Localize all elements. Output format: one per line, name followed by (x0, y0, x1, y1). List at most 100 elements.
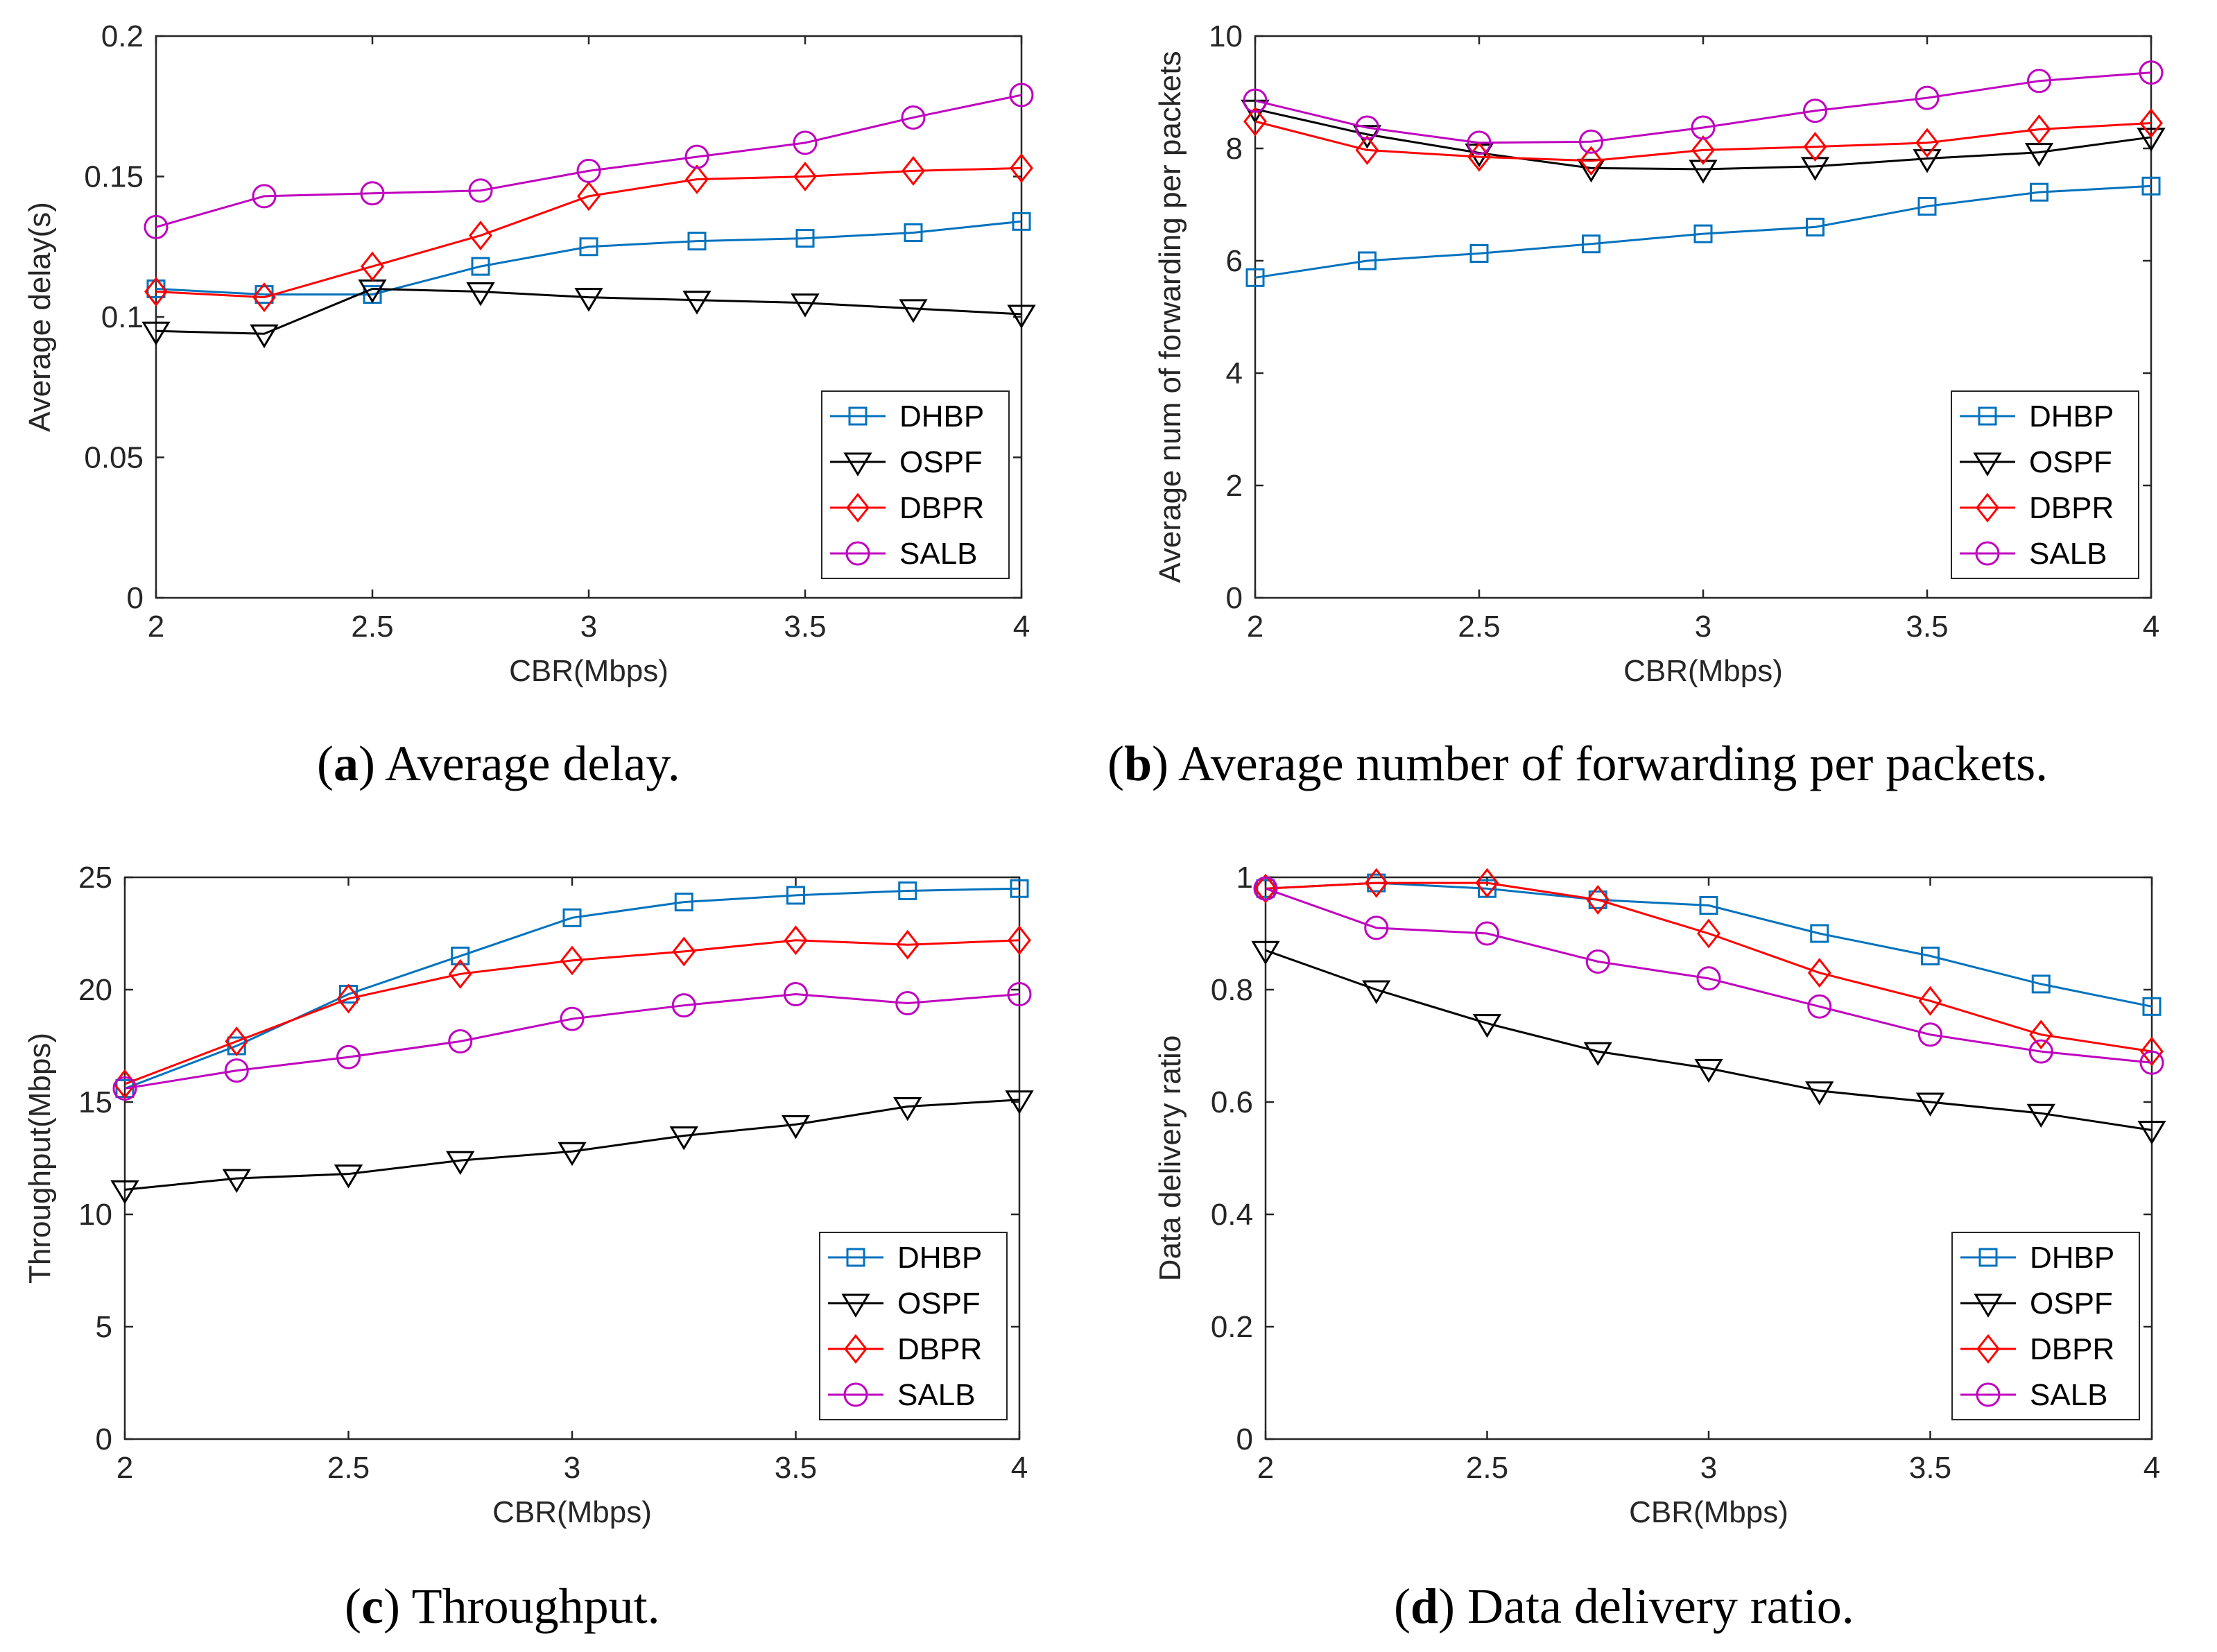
data-point-dhbp (898, 881, 917, 900)
legend-box (819, 1232, 1008, 1420)
caption-d-text: Data delivery ratio. (1467, 1578, 1854, 1634)
data-point-dhbp (2141, 176, 2161, 196)
y-axis-title: Average delay(s) (23, 202, 57, 432)
x-tick-label: 2.5 (351, 610, 393, 644)
y-axis-title: Throughput(Mbps) (23, 1033, 57, 1284)
legend-label-ospf: OSPF (899, 445, 983, 479)
y-tick-label: 8 (1226, 132, 1243, 166)
y-tick-label: 0.2 (1211, 1310, 1253, 1344)
series-salb (1243, 60, 2164, 155)
data-point-salb (1918, 1022, 1942, 1047)
x-tick-label: 2.5 (327, 1451, 370, 1485)
y-tick-label: 10 (1209, 19, 1243, 53)
caption-a-text: Average delay. (385, 736, 680, 791)
data-point-dhbp (451, 946, 470, 965)
series-dbpr (1254, 868, 2164, 1067)
legend-label-dhbp: DHBP (899, 399, 984, 433)
data-point-salb (1007, 981, 1032, 1006)
legend-label-ospf: OSPF (2029, 445, 2112, 479)
data-point-dhbp (1917, 196, 1937, 216)
legend-marker-salb (1975, 541, 2000, 566)
x-tick-label: 2 (117, 1451, 133, 1485)
y-axis-title: Average num of forwarding per packets (1153, 51, 1187, 583)
legend-label-dbpr: DBPR (2029, 491, 2114, 525)
legend-label-salb: SALB (899, 537, 978, 571)
series-line-salb (1254, 71, 2152, 144)
data-point-dhbp (2030, 182, 2048, 202)
legend-label-salb: SALB (2030, 1378, 2108, 1412)
data-point-dbpr (144, 277, 168, 307)
y-tick-label: 25 (78, 861, 112, 895)
data-point-ospf (899, 299, 928, 323)
series-line-dhbp (124, 887, 1020, 1090)
data-point-ospf (574, 288, 603, 312)
data-point-salb (1364, 915, 1389, 940)
data-point-dhbp (795, 229, 815, 248)
y-axis-title: Data delivery ratio (1153, 1035, 1187, 1282)
data-point-dbpr (685, 164, 709, 194)
series-salb (112, 981, 1032, 1101)
series-ospf (110, 1090, 1034, 1205)
data-point-ospf (1362, 980, 1391, 1004)
y-tick-label: 0.4 (1211, 1198, 1253, 1232)
caption-c-text: Throughput. (411, 1578, 660, 1634)
data-point-dhbp (687, 232, 707, 251)
caption-b-text: Average number of forwarding per packets… (1178, 736, 2048, 791)
data-point-dbpr (336, 983, 361, 1014)
x-tick-label: 2.5 (1466, 1451, 1508, 1485)
data-point-dhbp (2031, 974, 2051, 994)
x-tick-label: 2 (1257, 1451, 1274, 1485)
series-salb (1253, 876, 2164, 1075)
data-point-dbpr (672, 936, 696, 967)
legend-marker-dhbp (1978, 406, 1997, 426)
data-point-ospf (466, 282, 495, 307)
series-line-salb (124, 992, 1020, 1090)
caption-a-letter: a (333, 736, 359, 791)
data-point-dbpr (1803, 132, 1827, 162)
data-point-dbpr (784, 925, 808, 956)
y-tick-label: 0 (96, 1422, 112, 1456)
data-point-dhbp (471, 257, 490, 276)
legend-marker-ospf (1973, 452, 2002, 476)
legend-box (1951, 390, 2139, 579)
x-tick-label: 3 (564, 1451, 580, 1485)
data-point-ospf (791, 293, 820, 318)
legend-marker-ospf (843, 452, 872, 476)
legend-label-dbpr: DBPR (899, 491, 984, 525)
data-point-salb (1467, 130, 1492, 155)
data-point-salb (224, 1058, 249, 1083)
legend-marker-dbpr (1976, 1334, 2000, 1364)
series-line-dbpr (1254, 120, 2152, 162)
data-point-dbpr (1475, 868, 1499, 898)
data-point-dbpr (793, 162, 817, 191)
data-point-salb (1253, 876, 1278, 901)
data-point-dhbp (562, 908, 582, 927)
data-point-dhbp (1810, 924, 1829, 943)
data-point-dhbp (1806, 217, 1825, 236)
data-point-ospf (781, 1115, 811, 1139)
data-point-salb (2028, 1039, 2053, 1064)
data-point-salb (1585, 949, 1610, 974)
data-point-ospf (1915, 1092, 1945, 1117)
series-ospf (1251, 940, 2166, 1145)
data-point-salb (901, 105, 926, 130)
legend: DHBP OSPF DBPR SALB (1951, 1232, 2140, 1420)
y-tick-label: 15 (78, 1085, 112, 1119)
x-tick-label: 4 (2143, 610, 2159, 644)
caption-b: (b) Average number of forwarding per pac… (1107, 736, 2048, 791)
data-point-ospf (250, 324, 279, 349)
legend-marker-dhbp (848, 406, 868, 426)
data-point-dhbp (1921, 946, 1940, 965)
caption-a: (a) Average delay. (317, 736, 680, 791)
data-point-dbpr (895, 929, 920, 960)
data-point-ospf (669, 1126, 698, 1151)
data-point-ospf (1805, 1081, 1834, 1105)
x-tick-label: 3.5 (784, 610, 826, 644)
x-axis-title: CBR(Mbps) (509, 654, 668, 688)
data-point-salb (1579, 129, 1603, 154)
data-point-dhbp (1012, 212, 1031, 231)
data-point-ospf (1694, 1058, 1723, 1083)
caption-d: (d) Data delivery ratio. (1394, 1578, 1854, 1634)
series-dhbp (146, 212, 1031, 304)
